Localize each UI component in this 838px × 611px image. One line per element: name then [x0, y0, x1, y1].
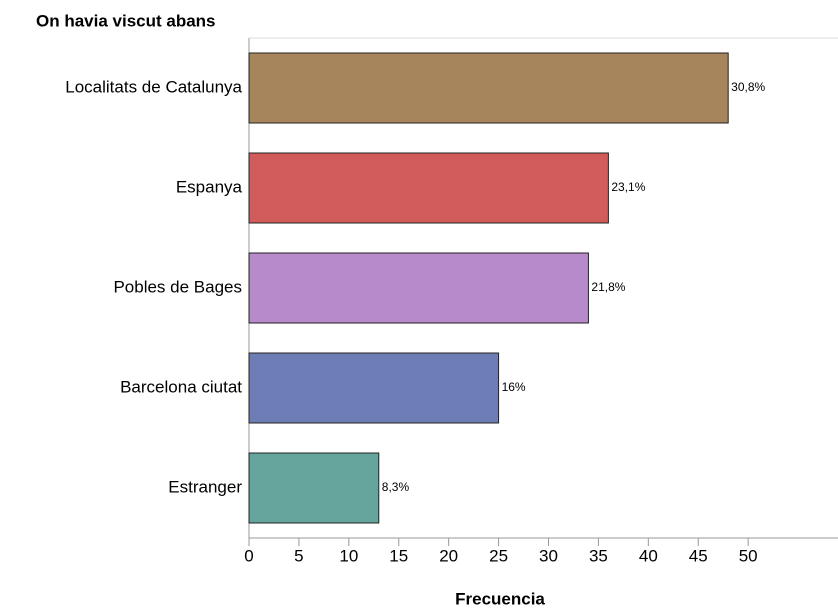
x-tick-label: 20 [439, 546, 458, 565]
x-tick-label: 0 [244, 546, 253, 565]
x-tick-label: 50 [739, 546, 758, 565]
bar [248, 52, 729, 124]
value-label: 23,1% [611, 180, 645, 194]
value-label: 21,8% [591, 280, 625, 294]
chart-title: On havia viscut abans [36, 11, 216, 30]
bar [248, 252, 589, 324]
x-tick-label: 25 [489, 546, 508, 565]
value-label: 30,8% [731, 80, 765, 94]
y-tick-label: Localitats de Catalunya [65, 77, 242, 96]
y-tick-label: Estranger [168, 477, 242, 496]
bar [248, 152, 609, 224]
y-tick-label: Pobles de Bages [113, 277, 242, 296]
y-tick-label: Barcelona ciutat [120, 377, 242, 396]
x-tick-label: 40 [639, 546, 658, 565]
value-label: 16% [502, 380, 526, 394]
y-tick-label: Espanya [176, 177, 243, 196]
x-tick-label: 15 [389, 546, 408, 565]
x-tick-label: 10 [339, 546, 358, 565]
x-tick-label: 30 [539, 546, 558, 565]
x-tick-label: 45 [689, 546, 708, 565]
bar [248, 452, 380, 524]
value-label: 8,3% [382, 480, 410, 494]
bar [248, 352, 500, 424]
x-axis-label: Frecuencia [455, 589, 545, 608]
x-tick-label: 35 [589, 546, 608, 565]
x-tick-label: 5 [294, 546, 303, 565]
